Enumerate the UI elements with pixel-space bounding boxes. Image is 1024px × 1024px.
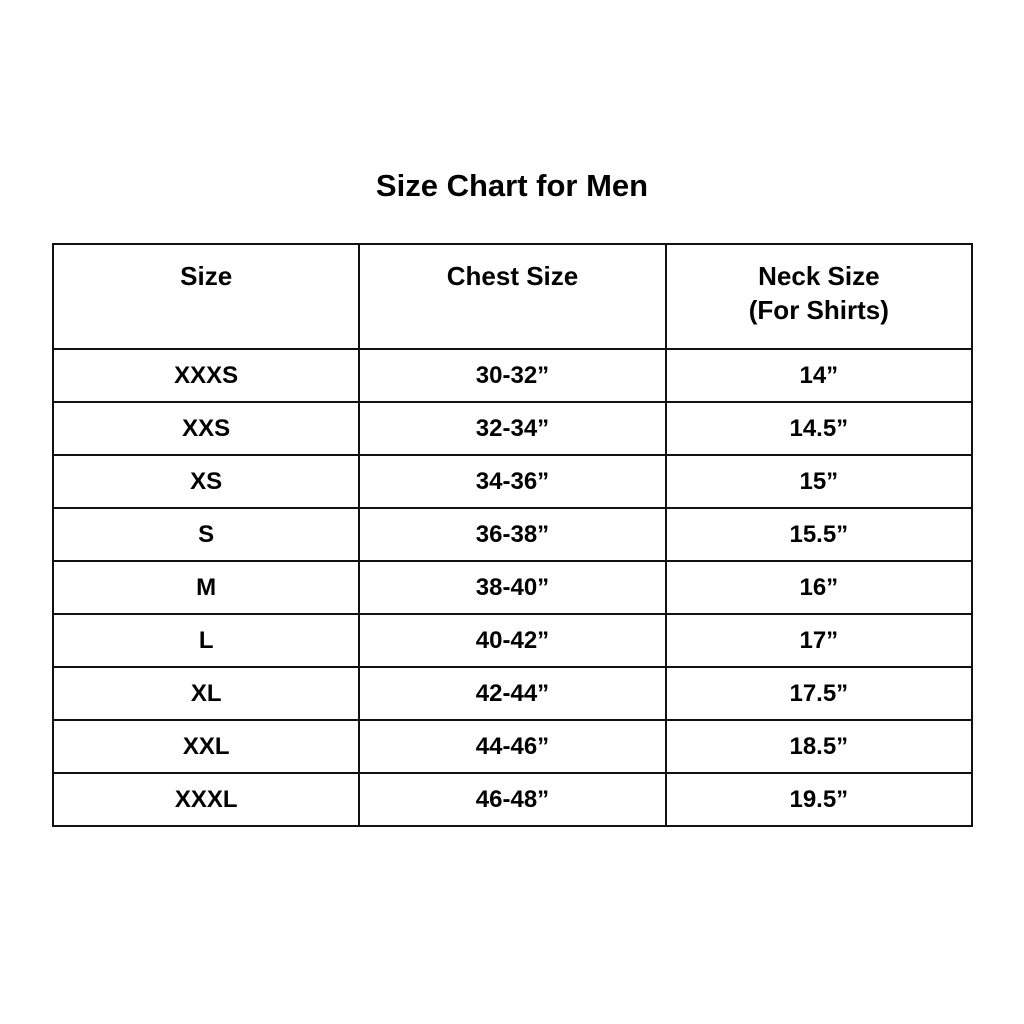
- table-row: S 36-38” 15.5”: [51, 507, 974, 562]
- cell-size: S: [51, 507, 361, 562]
- table-row: L 40-42” 17”: [51, 613, 974, 668]
- table-row: XXXL 46-48” 19.5”: [51, 772, 974, 827]
- cell-chest: 44-46”: [358, 719, 667, 774]
- cell-chest: 34-36”: [358, 454, 667, 509]
- cell-size: XXS: [51, 401, 361, 456]
- cell-neck: 14.5”: [664, 401, 974, 456]
- table-row: XL 42-44” 17.5”: [51, 666, 974, 721]
- header-row: Size Chest Size Neck Size (For Shirts): [51, 243, 974, 350]
- cell-size: XS: [51, 454, 361, 509]
- size-table: Size Chest Size Neck Size (For Shirts) XX…: [51, 243, 974, 827]
- cell-neck: 16”: [664, 560, 974, 615]
- cell-chest: 40-42”: [358, 613, 667, 668]
- cell-size: XXXL: [51, 772, 361, 827]
- cell-chest: 42-44”: [358, 666, 667, 721]
- cell-neck: 17”: [664, 613, 974, 668]
- cell-chest: 46-48”: [358, 772, 667, 827]
- cell-neck: 18.5”: [664, 719, 974, 774]
- table-row: XS 34-36” 15”: [51, 454, 974, 509]
- cell-size: XXL: [51, 719, 361, 774]
- cell-chest: 38-40”: [358, 560, 667, 615]
- header-neck-size-note: (For Shirts): [748, 295, 889, 325]
- page-title: Size Chart for Men: [375, 168, 649, 203]
- header-neck-size-label: Neck Size: [758, 261, 880, 291]
- cell-size: XL: [51, 666, 361, 721]
- table-row: M 38-40” 16”: [51, 560, 974, 615]
- table-row: XXS 32-34” 14.5”: [51, 401, 974, 456]
- cell-chest: 30-32”: [358, 348, 667, 403]
- cell-neck: 15”: [664, 454, 974, 509]
- cell-size: L: [51, 613, 361, 668]
- header-neck-size: Neck Size (For Shirts): [664, 243, 974, 350]
- cell-chest: 36-38”: [358, 507, 667, 562]
- cell-neck: 17.5”: [664, 666, 974, 721]
- cell-neck: 14”: [664, 348, 974, 403]
- table-row: XXXS 30-32” 14”: [51, 348, 974, 403]
- cell-size: XXXS: [51, 348, 361, 403]
- cell-size: M: [51, 560, 361, 615]
- header-chest-size: Chest Size: [358, 243, 667, 350]
- table-row: XXL 44-46” 18.5”: [51, 719, 974, 774]
- cell-neck: 19.5”: [664, 772, 974, 827]
- cell-neck: 15.5”: [664, 507, 974, 562]
- cell-chest: 32-34”: [358, 401, 667, 456]
- header-size: Size: [51, 243, 361, 350]
